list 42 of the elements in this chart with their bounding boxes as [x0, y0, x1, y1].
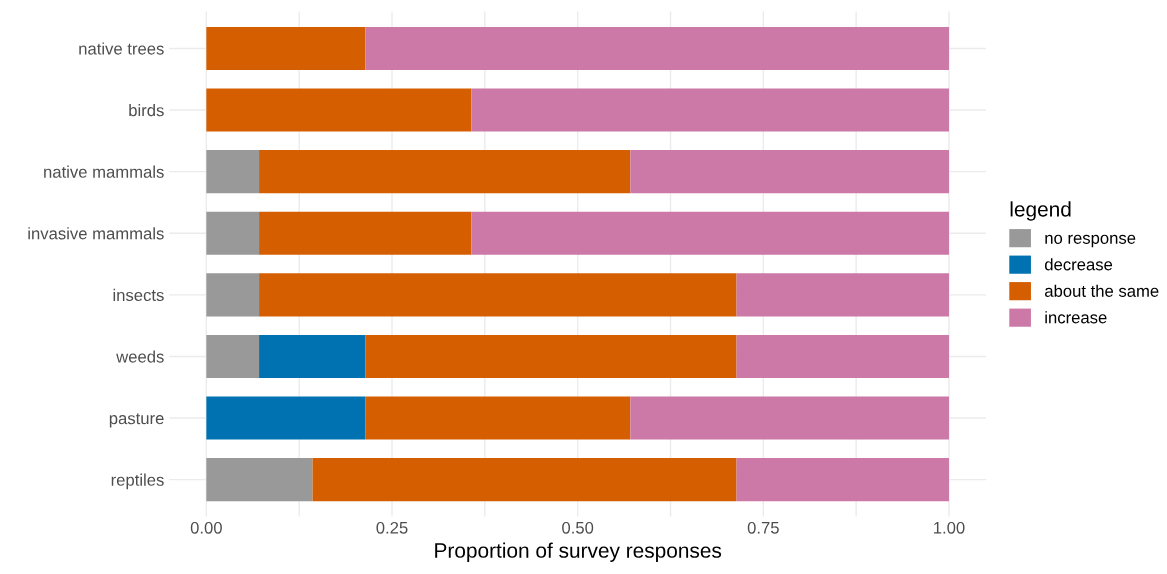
y-tick-label: pasture [109, 413, 164, 428]
legend-label: decrease [1044, 258, 1113, 271]
bar [259, 273, 737, 317]
bar [206, 273, 260, 317]
x-tick-label: 1.00 [934, 521, 965, 534]
y-tick-label: birds [129, 104, 164, 117]
y-tick-label: native trees [79, 42, 164, 55]
bar [365, 334, 737, 378]
bar [206, 88, 472, 132]
x-tick-label: 0.25 [376, 521, 408, 534]
bar [206, 334, 260, 378]
bar [259, 334, 366, 378]
bar [736, 334, 949, 378]
bar [259, 211, 472, 255]
bar [259, 150, 631, 194]
x-axis-title: Proportion of survey responses [435, 542, 722, 562]
legend-label: no response [1045, 234, 1136, 248]
bar [206, 150, 260, 194]
y-tick-label: insects [113, 288, 164, 302]
legend-title: legend [1010, 201, 1071, 221]
x-tick-label: 0.75 [747, 521, 779, 534]
legend-label: increase [1045, 311, 1107, 324]
y-tick-label: native mammals [44, 165, 164, 178]
bar [206, 211, 260, 255]
bar [471, 211, 949, 255]
x-tick-label: 0.00 [190, 521, 222, 534]
bar [312, 458, 737, 502]
bar [630, 150, 949, 194]
bar [365, 26, 949, 70]
y-tick-label: invasive mammals [28, 227, 164, 240]
bar [206, 396, 366, 440]
y-tick-label: weeds [116, 350, 164, 363]
legend-label: about the same [1044, 284, 1159, 297]
bar [471, 88, 949, 132]
bar [206, 458, 313, 502]
bar [365, 396, 631, 440]
y-tick-label: reptiles [111, 473, 164, 490]
bar [736, 458, 949, 502]
x-tick-label: 0.50 [562, 521, 594, 534]
bar [206, 26, 366, 70]
bar [736, 273, 949, 317]
bar [630, 396, 949, 440]
